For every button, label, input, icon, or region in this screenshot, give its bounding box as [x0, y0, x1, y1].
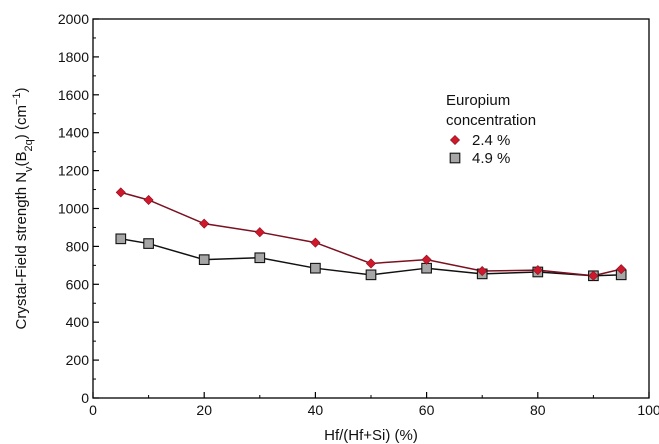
- y-tick-label: 800: [66, 238, 90, 254]
- data-point-diamond: [115, 187, 126, 198]
- data-point-square: [254, 252, 266, 264]
- y-tick-label: 2000: [58, 11, 89, 27]
- data-point-diamond: [310, 237, 321, 248]
- data-point-square: [115, 233, 127, 245]
- legend-marker-diamond: [449, 134, 461, 146]
- x-tick-label: 20: [196, 402, 212, 418]
- data-point-square: [365, 269, 377, 281]
- y-tick-label: 1800: [58, 49, 89, 65]
- x-tick-label: 0: [89, 402, 97, 418]
- y-tick-label: 1400: [58, 125, 89, 141]
- data-point-diamond: [616, 264, 627, 275]
- x-axis-label: Hf/(Hf+Si) (%): [324, 427, 418, 444]
- axis-ticks: [92, 18, 650, 399]
- data-point-diamond: [365, 258, 377, 269]
- series-markers: [115, 187, 627, 282]
- y-tick-label: 1200: [58, 163, 89, 179]
- y-tick-label: 600: [66, 276, 90, 292]
- plot-frame: [92, 18, 650, 399]
- legend-entries: 2.4 %4.9 %: [449, 132, 510, 167]
- legend-entry-label: 2.4 %: [472, 132, 510, 149]
- y-tick-label: 0: [81, 390, 89, 406]
- y-tick-label: 1600: [58, 87, 89, 103]
- data-point-square: [421, 262, 432, 274]
- data-point-diamond: [588, 270, 599, 281]
- legend-title-line-2: concentration: [446, 112, 536, 129]
- legend-entry-label: 4.9 %: [472, 150, 510, 167]
- data-point-diamond: [477, 266, 488, 277]
- x-tick-labels: 0 20 40 60 80 100: [89, 402, 659, 418]
- data-point-diamond: [254, 227, 265, 238]
- data-point-diamond: [532, 265, 543, 276]
- legend: Europium concentration 2.4 %4.9 %: [446, 92, 536, 167]
- data-point-square: [198, 254, 210, 266]
- y-tick-label: 200: [66, 352, 90, 368]
- y-tick-label: 400: [66, 314, 90, 330]
- x-tick-label: 40: [308, 402, 324, 418]
- data-point-diamond: [199, 218, 210, 229]
- legend-marker-square: [449, 152, 461, 164]
- y-axis-label: Crystal-Field strength Nv(B2q) (cm−1): [11, 88, 35, 330]
- data-point-square: [143, 238, 154, 249]
- data-point-diamond: [421, 254, 432, 265]
- legend-title-line-1: Europium: [446, 92, 510, 109]
- x-tick-label: 60: [419, 402, 435, 418]
- data-point-diamond: [143, 194, 154, 205]
- y-tick-label: 1000: [58, 201, 89, 217]
- x-tick-label: 80: [530, 402, 546, 418]
- data-point-square: [310, 262, 321, 274]
- x-tick-label: 100: [637, 402, 659, 418]
- y-tick-labels: 0 200 400 600 800 1000 1200 1400 1600 1800 2000: [58, 11, 89, 406]
